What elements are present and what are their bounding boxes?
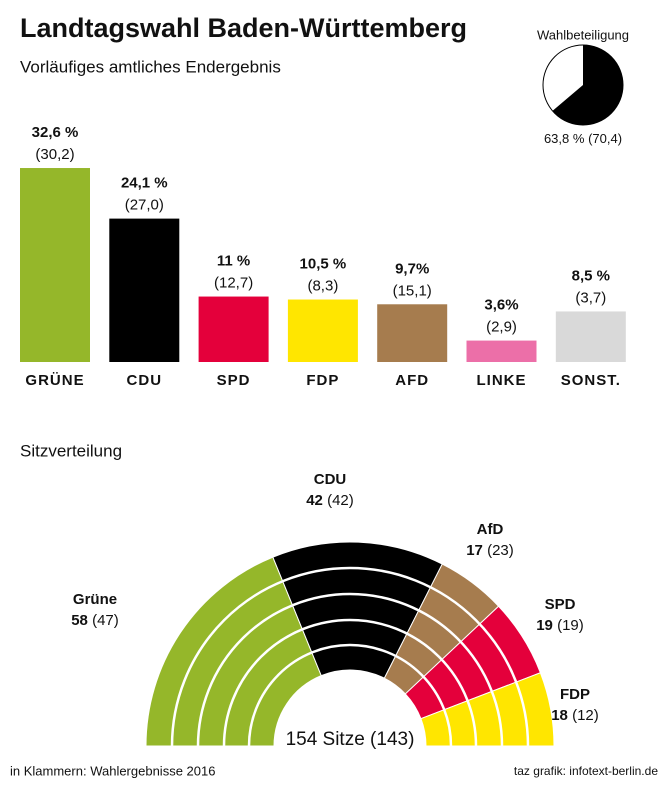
category-label: LINKE <box>477 372 527 389</box>
previous-label: (8,3) <box>307 277 338 294</box>
party-name: FDP <box>560 686 590 703</box>
seat-previous: (12) <box>572 707 599 724</box>
seat-value: 18 <box>551 707 568 724</box>
value-label: 24,1 % <box>121 175 168 192</box>
category-label: SONST. <box>561 372 621 389</box>
seat-total: 154 Sitze (143) <box>286 729 415 750</box>
category-label: GRÜNE <box>25 372 84 389</box>
category-label: FDP <box>306 372 339 389</box>
party-seats: 19 (19) <box>536 617 584 634</box>
seat-previous: (23) <box>487 542 514 559</box>
previous-label: (3,7) <box>575 289 606 306</box>
ring-separator <box>222 618 478 747</box>
ring-separator <box>170 566 530 747</box>
party-name: CDU <box>314 471 347 488</box>
footer-note: in Klammern: Wahlergebnisse 2016 <box>10 763 215 778</box>
bar <box>555 311 626 362</box>
seat-value: 19 <box>536 617 553 634</box>
previous-label: (27,0) <box>125 197 164 214</box>
previous-label: (12,7) <box>214 275 253 292</box>
seat-previous: (47) <box>92 612 119 629</box>
bar <box>377 304 448 362</box>
subtitle: Vorläufiges amtliches Endergebnis <box>20 57 281 76</box>
value-label: 11 % <box>217 253 250 270</box>
ring-separator <box>196 592 504 747</box>
seat-segment <box>145 556 322 747</box>
value-label: 32,6 % <box>32 124 79 141</box>
value-label: 3,6% <box>484 297 518 314</box>
seat-value: 42 <box>306 492 323 509</box>
bar <box>287 299 358 362</box>
ring-separator <box>247 643 453 747</box>
previous-label: (2,9) <box>486 319 517 336</box>
party-name: SPD <box>545 596 576 613</box>
category-label: AFD <box>395 372 429 389</box>
seat-segment <box>420 672 555 747</box>
party-seats: 58 (47) <box>71 612 119 629</box>
footer-credit: taz grafik: infotext-berlin.de <box>514 764 658 778</box>
value-label: 8,5 % <box>572 267 610 284</box>
seat-previous: (42) <box>327 492 354 509</box>
bar <box>20 168 90 362</box>
seat-previous: (19) <box>557 617 584 634</box>
pie-label: 63,8 % (70,4) <box>544 131 622 146</box>
value-label: 10,5 % <box>300 255 347 272</box>
category-label: SPD <box>217 372 251 389</box>
title: Landtagswahl Baden-Württemberg <box>20 13 467 43</box>
base-cover <box>144 746 556 752</box>
party-seats: 17 (23) <box>466 542 514 559</box>
party-name: Grüne <box>73 591 117 608</box>
bar <box>466 340 537 362</box>
previous-label: (30,2) <box>35 146 74 163</box>
pie-value: 63,8 % <box>544 131 585 146</box>
party-seats: 18 (12) <box>551 707 599 724</box>
pie-wedge <box>552 45 623 125</box>
party-name: AfD <box>477 521 504 538</box>
pie-title: Wahlbeteiligung <box>537 27 629 42</box>
seat-value: 17 <box>466 542 483 559</box>
previous-label: (15,1) <box>393 282 432 299</box>
bar <box>109 218 180 362</box>
seat-title: Sitzverteilung <box>20 441 122 460</box>
seat-value: 58 <box>71 612 88 629</box>
value-label: 9,7% <box>395 260 429 277</box>
party-seats: 42 (42) <box>306 492 354 509</box>
category-label: CDU <box>127 372 163 389</box>
bar <box>198 296 269 362</box>
pie-previous: (70,4) <box>588 131 622 146</box>
